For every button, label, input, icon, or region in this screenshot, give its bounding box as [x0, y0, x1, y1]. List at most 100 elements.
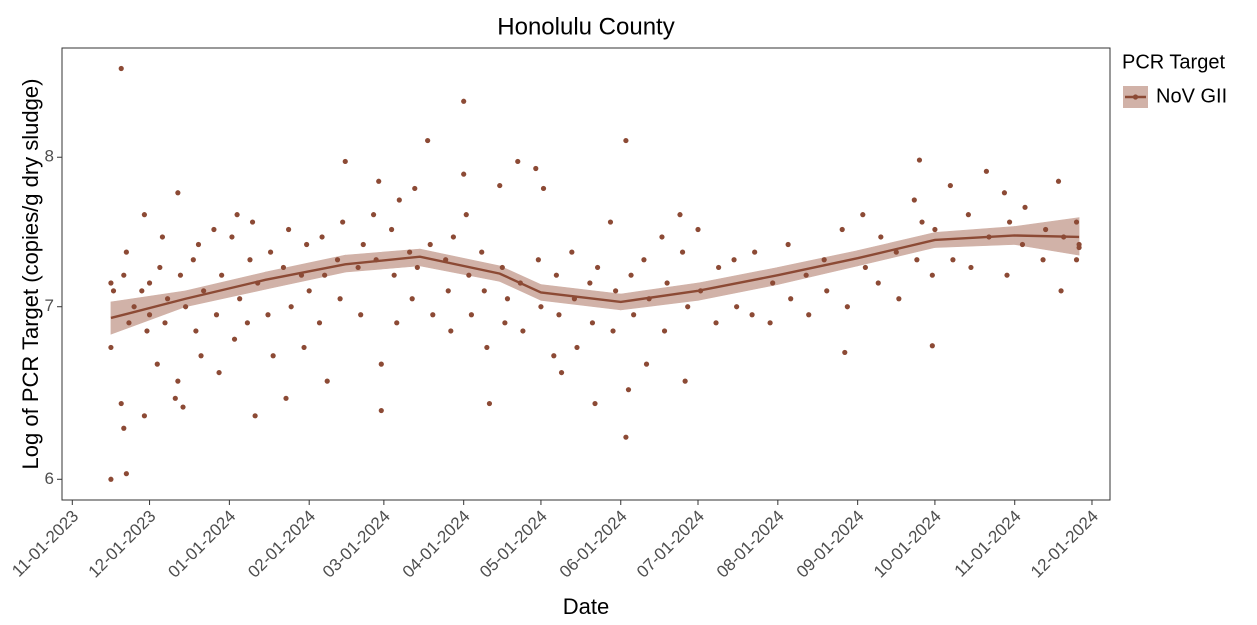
data-point: [463, 212, 469, 218]
data-point: [141, 212, 147, 218]
data-point: [734, 304, 740, 310]
plot-border: [61, 47, 1111, 501]
data-point: [623, 137, 629, 144]
data-point: [201, 288, 207, 294]
data-point: [631, 312, 637, 318]
data-point: [592, 400, 598, 407]
data-point: [594, 264, 601, 271]
data-point: [842, 349, 848, 356]
data-point: [1058, 288, 1064, 294]
data-point: [301, 344, 307, 351]
data-point: [911, 197, 917, 203]
data-point: [267, 249, 274, 255]
data-point: [625, 387, 632, 393]
data-point: [860, 212, 866, 218]
data-point: [695, 226, 701, 233]
y-axis-title: Log of PCR Target (copies/g dry sludge): [18, 79, 43, 470]
data-point: [479, 249, 485, 255]
data-point: [716, 264, 722, 271]
legend-key-point: [1132, 94, 1139, 100]
data-point: [1019, 241, 1026, 248]
data-point: [806, 312, 812, 318]
data-point: [252, 413, 258, 419]
data-point: [108, 344, 114, 351]
data-point: [731, 257, 737, 263]
data-point: [324, 378, 330, 384]
x-tick-label: 03-01-2024: [319, 507, 394, 582]
data-point: [162, 320, 168, 326]
data-point: [370, 212, 377, 218]
data-point: [641, 257, 647, 263]
data-point: [461, 171, 467, 177]
data-point: [283, 395, 289, 401]
data-point: [659, 234, 665, 240]
data-point: [108, 476, 114, 482]
data-point: [752, 249, 758, 255]
data-point: [265, 312, 271, 318]
data-point: [914, 257, 920, 263]
data-point: [141, 413, 147, 419]
data-point: [110, 288, 117, 294]
data-point: [430, 312, 436, 318]
data-point: [844, 304, 850, 310]
data-point: [175, 378, 181, 384]
legend-label: NoV GII: [1156, 85, 1227, 107]
x-tick-label: 06-01-2024: [556, 507, 631, 582]
data-point: [553, 272, 559, 278]
data-point: [445, 288, 451, 294]
data-point: [628, 272, 634, 278]
x-tick-label: 08-01-2024: [713, 507, 788, 582]
data-point: [394, 320, 400, 326]
data-point: [481, 288, 487, 294]
data-point: [950, 257, 956, 263]
data-point: [643, 361, 650, 367]
data-point: [175, 190, 181, 196]
data-point: [247, 257, 253, 263]
data-point: [713, 320, 719, 326]
x-tick-label: 12-01-2023: [85, 507, 160, 582]
data-point: [929, 272, 935, 278]
chart-title: Honolulu County: [497, 13, 674, 40]
data-point: [146, 312, 153, 318]
data-point: [556, 312, 562, 318]
data-point: [234, 212, 240, 218]
data-point: [409, 296, 415, 302]
data-point: [468, 312, 475, 318]
data-point: [213, 312, 220, 318]
data-point: [821, 257, 827, 263]
data-point: [613, 288, 619, 294]
x-tick-label: 11-01-2024: [951, 507, 1025, 581]
data-point: [664, 280, 670, 286]
data-point: [486, 400, 493, 407]
data-point: [623, 434, 629, 440]
data-point: [803, 272, 809, 278]
data-point: [211, 226, 217, 233]
data-point: [414, 264, 420, 271]
data-point: [770, 280, 776, 286]
data-point: [515, 158, 521, 165]
data-point: [466, 272, 472, 278]
data-point: [391, 272, 397, 278]
y-tick-label: 7: [45, 296, 54, 315]
data-point: [875, 280, 881, 286]
data-point: [788, 296, 794, 302]
data-point: [126, 320, 132, 326]
data-point: [767, 320, 773, 326]
y-tick-label: 8: [45, 147, 54, 166]
data-point: [1055, 178, 1062, 184]
data-point: [1073, 219, 1080, 225]
x-tick-label: 12-01-2024: [1027, 507, 1102, 582]
data-point: [340, 219, 346, 225]
data-point: [1076, 241, 1082, 248]
smooth-line: [110, 234, 1080, 320]
data-point: [322, 272, 328, 278]
data-point: [407, 249, 413, 255]
data-point: [154, 361, 160, 367]
data-point: [172, 395, 178, 401]
data-point: [123, 471, 129, 477]
data-point: [589, 320, 596, 326]
data-point: [1006, 219, 1013, 225]
data-point: [319, 234, 325, 240]
data-point: [355, 264, 361, 271]
